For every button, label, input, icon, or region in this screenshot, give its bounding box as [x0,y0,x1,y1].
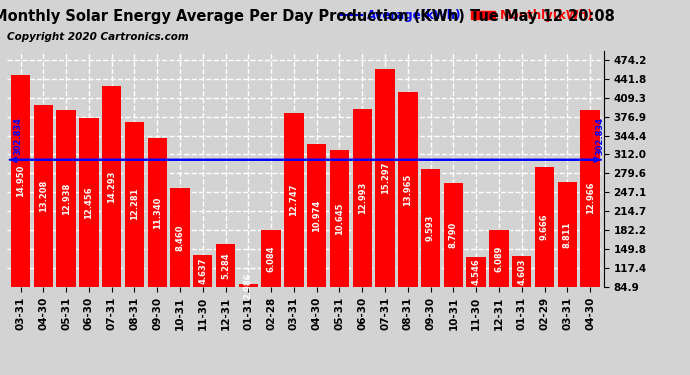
Text: 13.965: 13.965 [404,173,413,206]
Text: 8.811: 8.811 [563,221,572,248]
Bar [489,230,509,287]
Bar [79,118,99,287]
Text: 12.281: 12.281 [130,188,139,220]
Bar [307,144,326,287]
Text: 4.637: 4.637 [198,258,207,284]
Bar [262,230,281,287]
Bar [193,255,213,287]
Bar [34,105,53,287]
Bar [398,92,417,287]
Bar [125,122,144,287]
Bar [466,257,486,287]
Text: 12.938: 12.938 [61,182,70,214]
Text: 11.340: 11.340 [152,196,161,229]
Bar [444,183,463,287]
Text: 14.950: 14.950 [16,165,25,197]
Text: 8.790: 8.790 [449,222,458,248]
Bar [216,244,235,287]
Text: 8.460: 8.460 [175,224,184,251]
Bar [11,75,30,287]
Legend: Average(kWh), Monthly(kWh): Average(kWh), Monthly(kWh) [334,4,598,27]
Text: 10.645: 10.645 [335,202,344,235]
Text: 13.208: 13.208 [39,180,48,212]
Text: 10.974: 10.974 [312,200,322,232]
Text: 302.834: 302.834 [596,117,605,155]
Bar [239,284,258,287]
Text: 12.456: 12.456 [84,186,93,219]
Bar [535,167,554,287]
Text: 6.089: 6.089 [495,245,504,272]
Bar [284,113,304,287]
Bar [512,256,531,287]
Text: 302.834: 302.834 [14,117,23,155]
Bar [353,109,372,287]
Bar [148,138,167,287]
Text: 15.297: 15.297 [381,162,390,194]
Text: Monthly Solar Energy Average Per Day Production (KWh) Tue May 12 20:08: Monthly Solar Energy Average Per Day Pro… [0,9,615,24]
Text: 6.084: 6.084 [266,245,275,272]
Text: 9.593: 9.593 [426,214,435,241]
Text: 12.747: 12.747 [289,184,299,216]
Text: 12.993: 12.993 [358,182,367,214]
Text: 5.284: 5.284 [221,252,230,279]
Text: 12.966: 12.966 [586,182,595,214]
Bar [170,188,190,287]
Bar [330,150,349,287]
Text: Copyright 2020 Cartronics.com: Copyright 2020 Cartronics.com [7,32,188,42]
Bar [580,110,600,287]
Text: 2.986: 2.986 [244,272,253,299]
Text: 4.603: 4.603 [518,258,526,285]
Bar [57,110,76,287]
Text: 4.546: 4.546 [472,258,481,285]
Bar [375,69,395,287]
Text: 14.293: 14.293 [107,170,116,203]
Text: 9.666: 9.666 [540,214,549,240]
Bar [421,168,440,287]
Bar [102,86,121,287]
Bar [558,182,577,287]
